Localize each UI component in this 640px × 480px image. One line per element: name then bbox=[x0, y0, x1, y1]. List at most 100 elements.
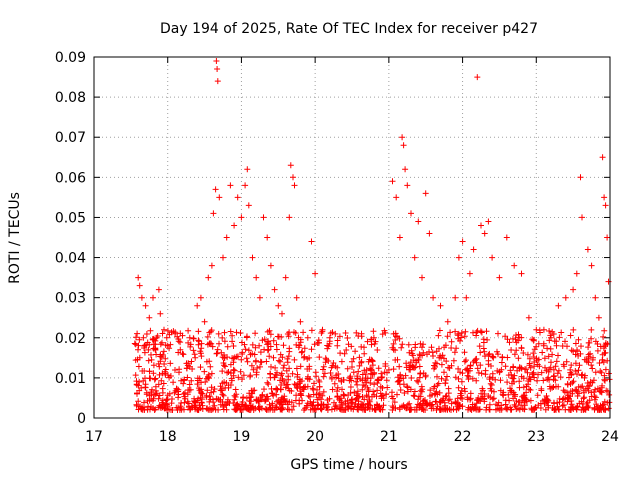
data-point bbox=[275, 302, 282, 309]
data-point bbox=[231, 392, 238, 399]
data-point bbox=[247, 372, 254, 379]
data-point bbox=[139, 368, 146, 374]
data-point bbox=[293, 365, 300, 372]
data-point bbox=[164, 403, 171, 409]
data-point bbox=[375, 376, 382, 383]
data-point bbox=[461, 349, 468, 356]
data-point bbox=[403, 364, 410, 371]
data-point bbox=[394, 333, 400, 339]
data-point bbox=[191, 403, 198, 410]
data-point bbox=[250, 403, 256, 410]
data-point bbox=[527, 387, 534, 393]
data-point bbox=[545, 397, 552, 404]
data-point bbox=[279, 376, 286, 382]
data-point bbox=[544, 376, 551, 383]
data-point bbox=[503, 234, 510, 241]
data-point bbox=[284, 331, 291, 337]
data-point bbox=[265, 381, 272, 388]
data-point bbox=[477, 362, 484, 369]
data-point bbox=[185, 360, 192, 367]
data-point bbox=[262, 398, 268, 405]
data-point bbox=[160, 348, 167, 355]
data-point bbox=[604, 234, 611, 241]
data-point bbox=[195, 337, 202, 344]
data-point bbox=[457, 394, 464, 401]
data-point bbox=[244, 166, 251, 173]
data-point bbox=[575, 336, 582, 343]
data-point bbox=[464, 396, 471, 403]
data-point bbox=[540, 377, 547, 384]
plot-frame bbox=[93, 56, 611, 419]
data-point bbox=[378, 374, 385, 381]
data-point bbox=[481, 391, 488, 397]
data-point bbox=[516, 334, 523, 341]
data-point bbox=[249, 254, 256, 261]
data-point bbox=[162, 366, 169, 373]
data-point bbox=[150, 370, 157, 377]
data-point bbox=[146, 368, 153, 375]
data-point bbox=[132, 372, 139, 379]
data-point bbox=[414, 401, 421, 408]
data-point bbox=[606, 391, 613, 398]
data-point bbox=[374, 387, 381, 394]
data-point bbox=[196, 375, 203, 382]
x-tick-label: 21 bbox=[380, 429, 398, 445]
data-point bbox=[297, 390, 304, 397]
data-point bbox=[228, 375, 235, 382]
data-point bbox=[155, 286, 162, 293]
data-point bbox=[354, 406, 361, 413]
data-point bbox=[176, 366, 183, 373]
data-point bbox=[250, 387, 256, 394]
data-point bbox=[367, 402, 374, 409]
y-tick-label: 0.05 bbox=[55, 210, 86, 226]
data-point bbox=[504, 336, 511, 343]
data-point bbox=[476, 343, 483, 350]
data-point bbox=[368, 336, 375, 343]
data-point bbox=[194, 302, 201, 309]
data-point bbox=[204, 341, 211, 348]
data-point bbox=[380, 402, 387, 409]
data-point bbox=[461, 358, 468, 365]
data-point bbox=[185, 400, 192, 407]
data-point bbox=[234, 194, 241, 201]
data-point bbox=[439, 397, 446, 404]
data-point bbox=[314, 402, 321, 409]
data-point bbox=[256, 294, 263, 301]
data-point bbox=[470, 359, 477, 365]
data-point bbox=[417, 370, 424, 377]
data-point bbox=[215, 330, 222, 337]
data-point bbox=[502, 363, 509, 370]
data-point bbox=[584, 385, 591, 392]
data-point bbox=[205, 274, 212, 281]
data-point bbox=[436, 345, 442, 352]
data-point bbox=[370, 388, 377, 395]
data-point bbox=[267, 370, 274, 377]
data-point bbox=[177, 339, 184, 346]
data-point bbox=[252, 344, 259, 351]
data-point bbox=[245, 347, 252, 354]
data-point bbox=[178, 377, 185, 384]
data-point bbox=[418, 388, 425, 395]
data-point bbox=[506, 339, 513, 346]
data-point bbox=[548, 359, 554, 366]
data-point bbox=[156, 363, 163, 370]
data-point bbox=[305, 392, 312, 399]
data-point bbox=[531, 406, 537, 413]
data-point bbox=[487, 380, 494, 387]
data-point bbox=[204, 333, 211, 340]
data-point bbox=[345, 392, 352, 398]
data-point bbox=[459, 238, 466, 245]
data-point bbox=[176, 407, 183, 413]
data-point bbox=[397, 371, 404, 378]
data-point bbox=[270, 354, 277, 361]
data-point bbox=[145, 357, 152, 364]
data-point bbox=[383, 391, 389, 398]
data-point bbox=[277, 406, 284, 413]
data-point bbox=[296, 397, 303, 404]
data-point bbox=[141, 345, 148, 351]
data-point bbox=[475, 369, 482, 376]
data-point bbox=[554, 370, 561, 377]
data-point bbox=[268, 363, 274, 370]
data-point bbox=[540, 342, 547, 349]
data-point bbox=[494, 367, 501, 374]
